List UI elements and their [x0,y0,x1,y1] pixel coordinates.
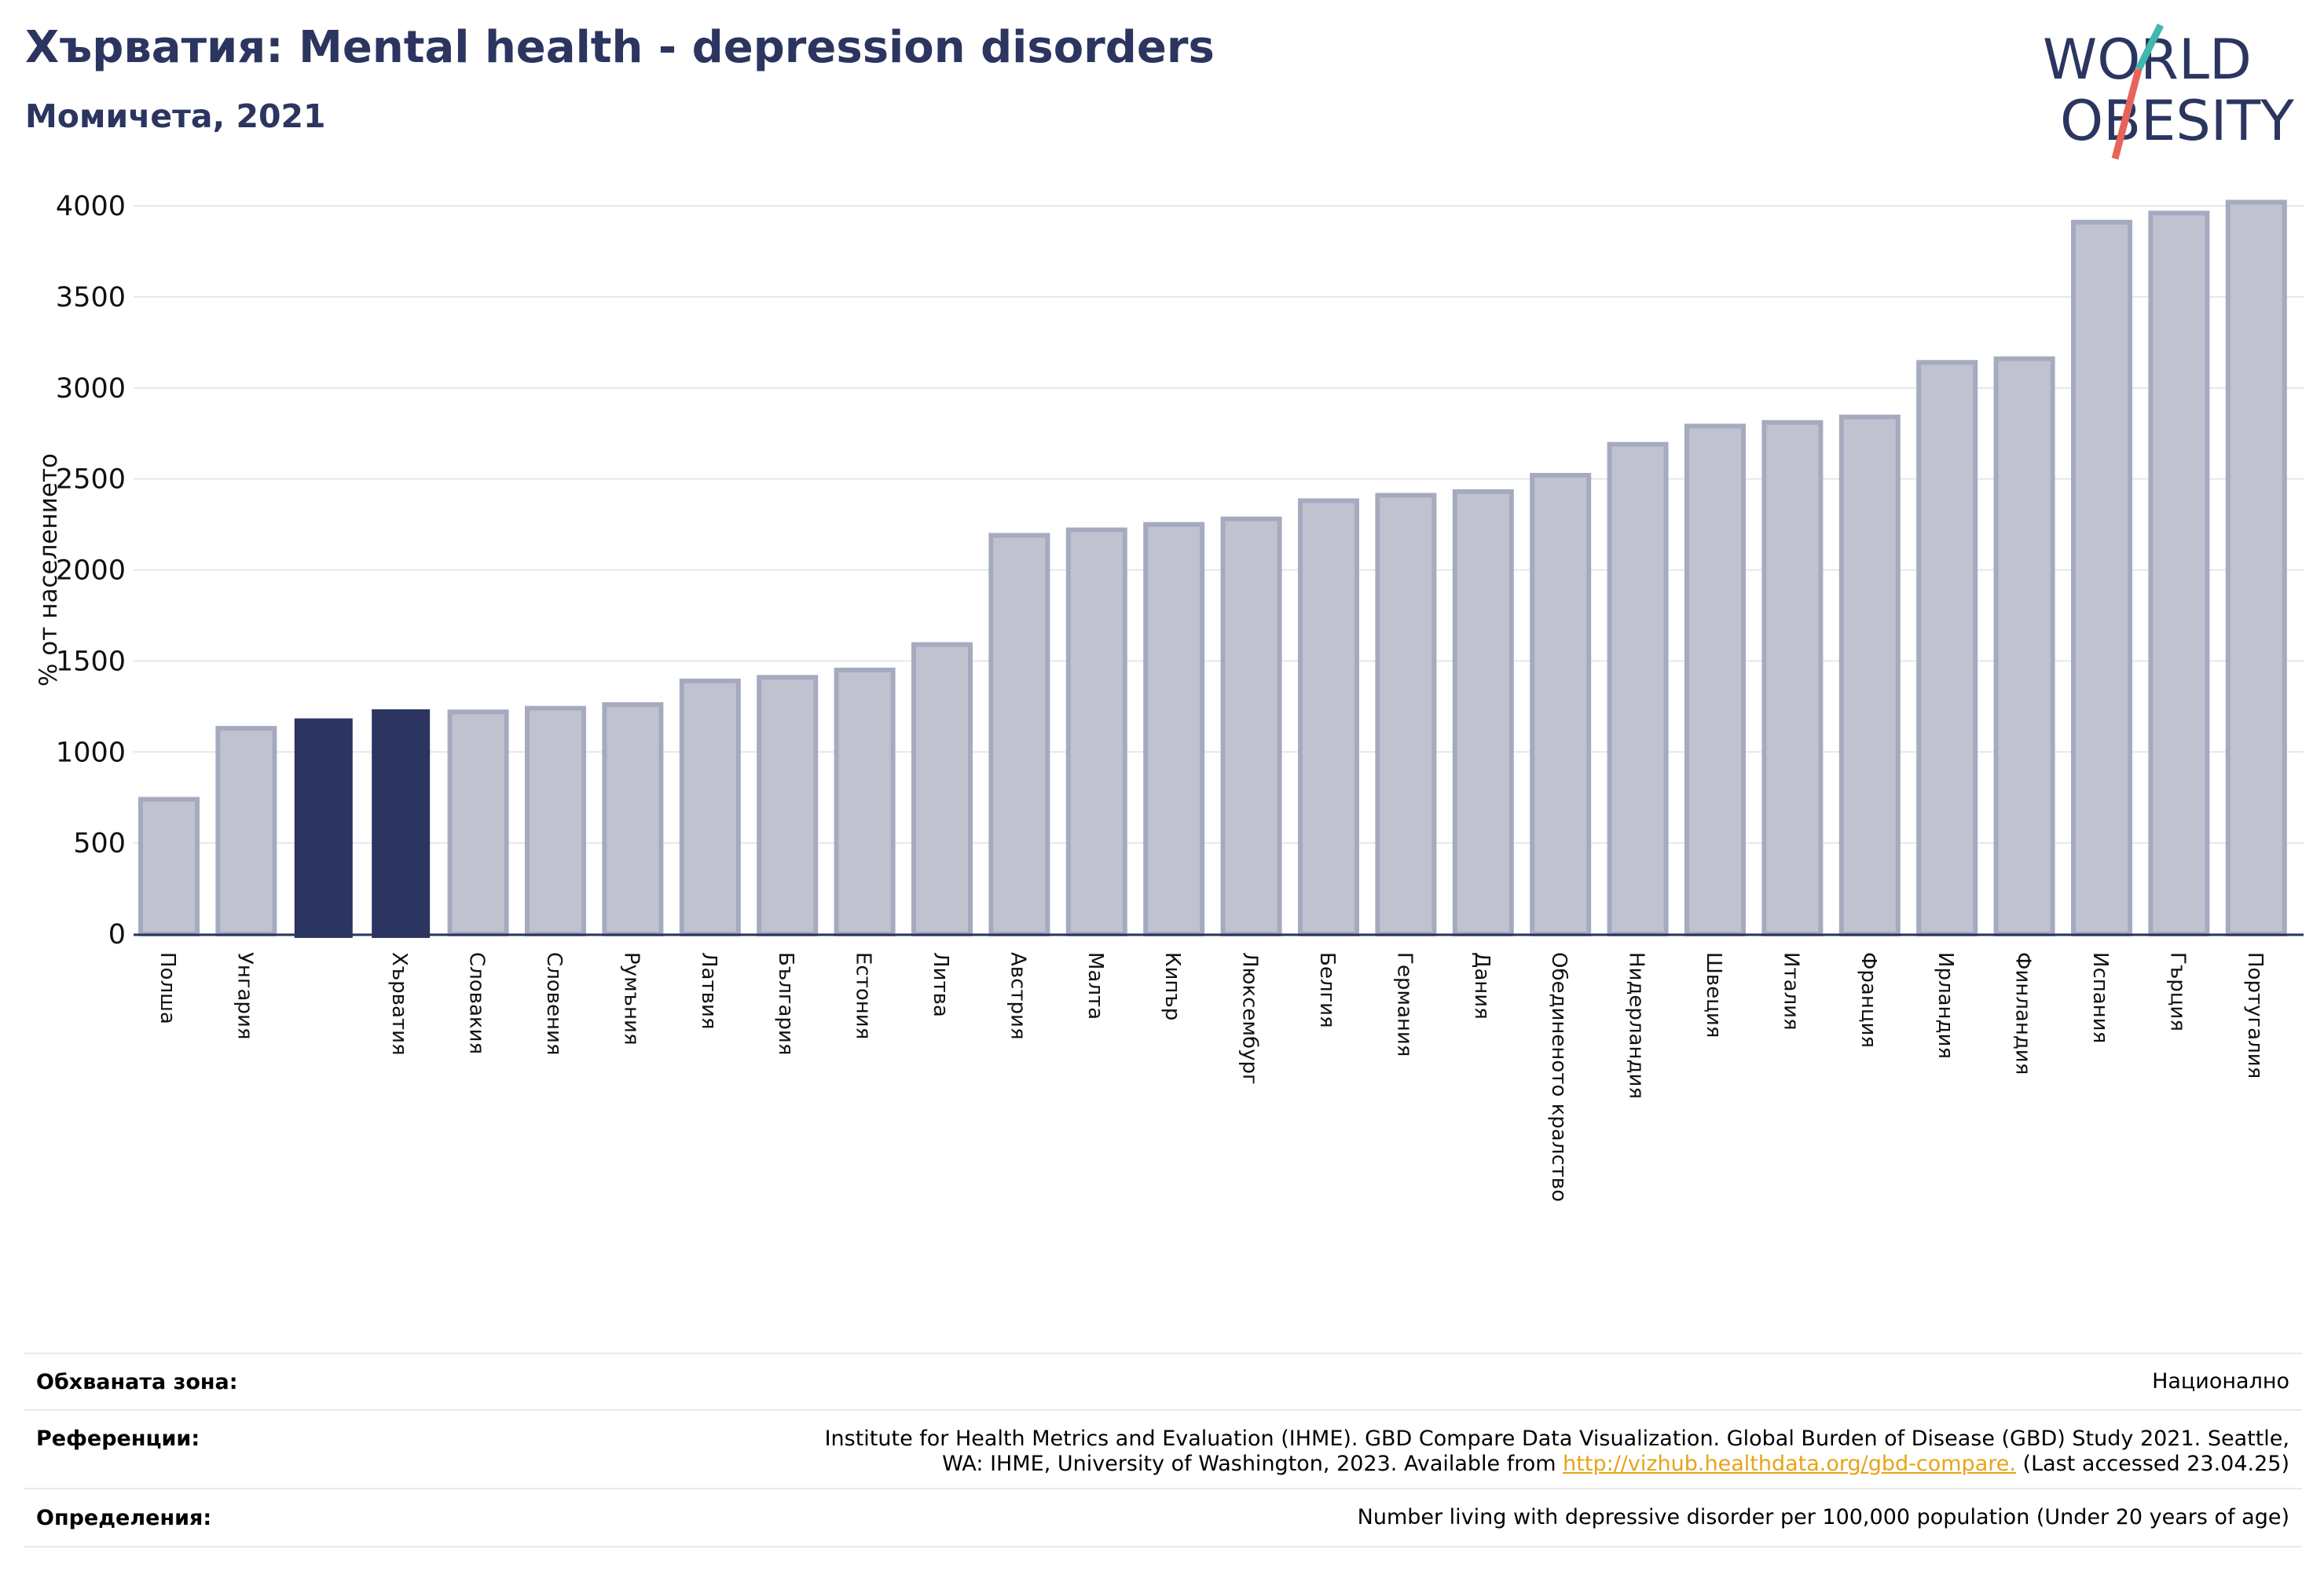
bar [372,709,431,938]
footer-row-references: Референции: Institute for Health Metrics… [24,1409,2302,1488]
bar [1916,360,1978,936]
x-tick-label: Белгия [1315,952,1339,1028]
bar [1452,489,1514,936]
x-tick-label: Финландия [2011,952,2035,1075]
x-tick-label: Кипър [1160,952,1184,1020]
bar [215,726,277,936]
x-tick-label: Германия [1392,952,1416,1057]
y-tick-label: 0 [108,919,126,951]
bar [1607,441,1669,936]
coverage-label: Обхваната зона: [36,1369,238,1394]
references-link[interactable]: http://vizhub.healthdata.org/gbd-compare… [1563,1452,2016,1476]
bar [294,718,353,938]
y-tick-label: 500 [73,828,126,859]
bar [1143,522,1205,936]
x-tick-label: Естония [852,952,875,1039]
x-axis-ticks: Полша Унгария Хърватия Словакия Словения Румъ… [156,952,2267,1202]
bar [2071,219,2132,937]
x-tick-label: Испания [2088,952,2112,1043]
x-tick-label: Франция [1857,952,1880,1048]
x-tick-label: Гърция [2165,952,2189,1031]
coverage-value: Национално [2152,1369,2289,1394]
definitions-value: Number living with depressive disorder p… [1357,1505,2289,1529]
x-tick-label: Швеция [1702,952,1725,1038]
bar [2225,200,2287,936]
bars [138,200,2287,938]
bar [1761,419,1824,936]
x-tick-label: България [774,952,797,1055]
logo-line2: OBESITY [2060,89,2294,153]
x-tick-label: Унгария [233,952,256,1039]
x-tick-label: Литва [929,952,952,1017]
bar [679,678,741,936]
bar [757,675,819,936]
logo-slash-red [2111,68,2143,160]
logo-slash-teal [2135,24,2165,71]
x-tick-label: Обединеното кралство [1547,952,1571,1202]
bar [1220,516,1282,936]
chart-subtitle: Момичета, 2021 [25,97,326,135]
x-tick-label: Словакия [465,952,489,1054]
x-tick-label: Нидерландия [1625,952,1648,1099]
bar [911,642,973,937]
bar [1375,493,1437,936]
x-tick-label: Словения [542,952,566,1056]
bar [447,709,509,936]
x-tick-label: Румъния [619,952,643,1046]
bar [988,533,1050,937]
x-tick-label: Малта [1083,952,1107,1020]
bar [1065,527,1127,936]
references-line2-pre: WA: IHME, University of Washington, 2023… [942,1452,1556,1476]
x-tick-label: Люксембург [1238,952,1262,1085]
y-tick-label: 2500 [56,464,126,496]
bar [834,667,896,937]
y-tick-label: 4000 [56,191,126,222]
x-tick-label: Дания [1470,952,1494,1020]
x-tick-label: Ирландия [1934,952,1957,1059]
references-line1: Institute for Health Metrics and Evaluat… [824,1427,2289,1451]
bar [1684,423,1746,936]
x-tick-label: Австрия [1006,952,1029,1040]
references-label: Референции: [36,1427,200,1451]
footer-table: Обхваната зона: Национално Референции: I… [24,1353,2302,1548]
bar [2148,211,2210,936]
footer-row-coverage: Обхваната зона: Национално [24,1353,2302,1409]
x-tick-label: Италия [1779,952,1802,1031]
y-axis-ticks: 0 500 1000 1500 2000 2500 3000 3500 4000 [56,191,126,951]
bar [602,701,664,936]
y-tick-label: 3000 [56,373,126,405]
world-obesity-logo: WORLD OBESITY [2043,24,2294,160]
x-tick-label: Португалия [2243,952,2267,1079]
x-tick-label: Хърватия [387,952,411,1056]
y-tick-label: 1000 [56,737,126,768]
bar [525,705,586,936]
footer-row-definitions: Определения: Number living with depressi… [24,1488,2302,1548]
x-tick-label: Латвия [697,952,720,1030]
y-tick-label: 3500 [56,282,126,313]
bar [138,797,200,936]
definitions-label: Определения: [36,1505,212,1530]
chart-title: Хърватия: Mental health - depression dis… [25,22,1215,73]
bar [1530,472,1592,936]
references-value: Institute for Health Metrics and Evaluat… [825,1427,2302,1477]
bar-chart: 0 500 1000 1500 2000 2500 3000 3500 4000 Полша Ун… [35,191,2304,1202]
y-axis-label: % от населението [35,453,63,687]
bar [1993,356,2055,937]
y-tick-label: 2000 [56,555,126,587]
y-tick-label: 1500 [56,646,126,677]
x-tick-label: Полша [156,952,179,1024]
references-line2-post: (Last accessed 23.04.25) [2022,1452,2289,1476]
bar [1838,414,1901,936]
bar [1298,498,1359,936]
